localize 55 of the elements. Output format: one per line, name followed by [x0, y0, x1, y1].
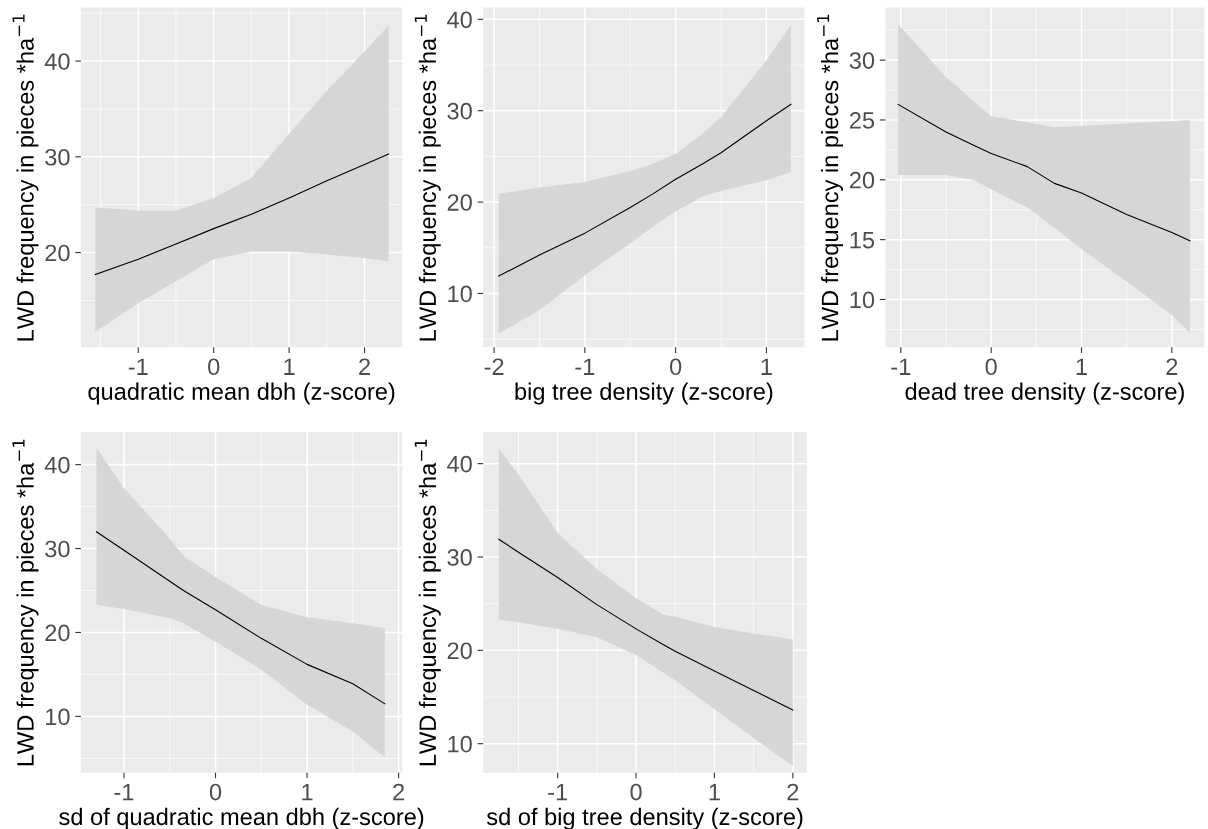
line-series — [498, 103, 792, 277]
x-tick-label: 0 — [985, 358, 997, 376]
y-tick-label: 30 — [447, 102, 472, 120]
x-tick-label: 1 — [1076, 358, 1087, 375]
x-tick-label: 2 — [787, 783, 799, 801]
y-axis-title: LWD frequency in pieces *ha$^{−1}$ — [414, 439, 441, 766]
y-tick-label: 20 — [849, 171, 875, 189]
y-tick-label: 20 — [447, 642, 472, 660]
y-tick-label: 30 — [45, 540, 70, 558]
x-tick-label: -1 — [548, 783, 568, 801]
line-series — [95, 531, 386, 705]
x-tick-label: -2 — [484, 358, 504, 375]
y-axis-title: LWD frequency in pieces *ha$^{−1}$ — [12, 14, 39, 341]
x-tick-label: 2 — [359, 358, 370, 375]
y-tick-label: 10 — [850, 291, 875, 309]
x-axis-title: sd of big tree density (z-score) — [486, 807, 803, 829]
y-tick-label: 40 — [447, 455, 472, 473]
x-tick-label: 2 — [393, 783, 404, 801]
x-tick-label: 0 — [630, 783, 642, 801]
y-tick-label: 30 — [849, 52, 875, 69]
x-tick-label: 0 — [669, 358, 682, 376]
x-tick-label: 2 — [1166, 358, 1178, 375]
y-tick-label: 40 — [447, 11, 472, 29]
x-axis-title: big tree density (z-score) — [515, 382, 773, 405]
x-axis-title: dead tree density (z-score) — [905, 382, 1184, 405]
y-axis-title: LWD frequency in pieces *ha$^{−1}$ — [12, 439, 39, 766]
x-tick-label: 0 — [209, 783, 222, 801]
y-tick-label: 20 — [447, 194, 472, 211]
y-tick-label: 40 — [44, 456, 70, 474]
y-tick-label: 25 — [849, 112, 875, 129]
y-tick-label: 30 — [45, 148, 70, 166]
x-tick-label: -1 — [114, 783, 134, 801]
y-tick-label: 10 — [448, 735, 472, 753]
y-tick-label: 30 — [447, 549, 472, 566]
x-tick-label: 1 — [761, 358, 772, 375]
x-axis-title: quadratic mean dbh (z-score) — [88, 382, 395, 405]
x-axis-title: sd of quadratic mean dbh (z-score) — [59, 807, 424, 829]
x-tick-label: -1 — [575, 358, 595, 375]
y-axis-title: LWD frequency in pieces *ha$^{−1}$ — [817, 14, 844, 341]
y-tick-label: 20 — [45, 624, 70, 642]
line-series — [498, 538, 794, 711]
y-tick-label: 20 — [45, 244, 70, 262]
y-tick-label: 10 — [46, 708, 70, 726]
x-tick-label: 0 — [208, 358, 220, 376]
y-tick-label: 10 — [448, 285, 472, 303]
line-series — [897, 103, 1191, 242]
y-tick-label: 40 — [44, 53, 70, 70]
y-axis-title: LWD frequency in pieces *ha$^{−1}$ — [414, 14, 441, 341]
x-tick-label: -1 — [128, 358, 148, 375]
y-tick-label: 15 — [850, 231, 875, 249]
x-tick-label: 1 — [284, 358, 295, 375]
x-tick-label: -1 — [891, 358, 911, 375]
x-tick-label: 1 — [709, 783, 720, 801]
line-series — [94, 153, 390, 276]
x-tick-label: 1 — [302, 783, 313, 801]
